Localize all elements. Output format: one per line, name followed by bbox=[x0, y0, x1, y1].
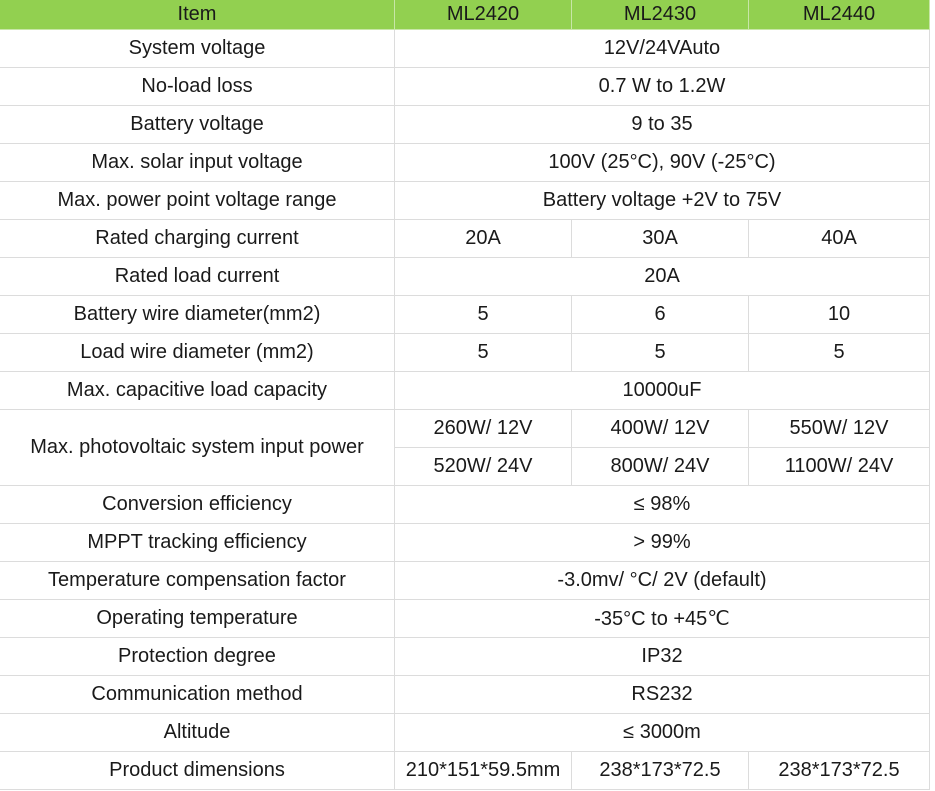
row-value: 5 bbox=[571, 333, 749, 372]
row-label: Protection degree bbox=[0, 637, 395, 676]
row-value: > 99% bbox=[394, 523, 930, 562]
row-value: 20A bbox=[394, 219, 572, 258]
row-value: ≤ 3000m bbox=[394, 713, 930, 752]
row-value: 5 bbox=[394, 333, 572, 372]
row-label: Max. solar input voltage bbox=[0, 143, 395, 182]
row-label: Battery voltage bbox=[0, 105, 395, 144]
row-value: IP32 bbox=[394, 637, 930, 676]
table-row: Operating temperature -35°C to +45℃ bbox=[0, 599, 930, 638]
row-label: Rated load current bbox=[0, 257, 395, 296]
row-value: 550W/ 12V bbox=[748, 409, 930, 448]
row-value: RS232 bbox=[394, 675, 930, 714]
table-row: Protection degree IP32 bbox=[0, 637, 930, 676]
table-row: Product dimensions 210*151*59.5mm 238*173*… bbox=[0, 751, 930, 790]
row-label: Conversion efficiency bbox=[0, 485, 395, 524]
table-row: Load wire diameter (mm2) 5 5 5 bbox=[0, 333, 930, 372]
row-value: 800W/ 24V bbox=[571, 447, 749, 486]
row-label: Altitude bbox=[0, 713, 395, 752]
row-value: 40A bbox=[748, 219, 930, 258]
header-model: ML2430 bbox=[571, 0, 749, 30]
table-row: Rated load current 20A bbox=[0, 257, 930, 296]
row-value: 12V/24VAuto bbox=[394, 29, 930, 68]
table-row: No-load loss 0.7 W to 1.2W bbox=[0, 67, 930, 106]
table-row: Battery voltage 9 to 35 bbox=[0, 105, 930, 144]
row-value: 20A bbox=[394, 257, 930, 296]
row-label: Max. capacitive load capacity bbox=[0, 371, 395, 410]
row-value: 1100W/ 24V bbox=[748, 447, 930, 486]
table-row: MPPT tracking efficiency > 99% bbox=[0, 523, 930, 562]
row-value: 260W/ 12V bbox=[394, 409, 572, 448]
header-model: ML2420 bbox=[394, 0, 572, 30]
row-label: Communication method bbox=[0, 675, 395, 714]
table-row: Communication method RS232 bbox=[0, 675, 930, 714]
header-model: ML2440 bbox=[748, 0, 930, 30]
row-label: Operating temperature bbox=[0, 599, 395, 638]
row-value: 0.7 W to 1.2W bbox=[394, 67, 930, 106]
table-row: Max. photovoltaic system input power 260W… bbox=[0, 409, 930, 486]
table-row: Temperature compensation factor -3.0mv/ °… bbox=[0, 561, 930, 600]
row-value: 6 bbox=[571, 295, 749, 334]
row-label: Battery wire diameter(mm2) bbox=[0, 295, 395, 334]
table-row: Rated charging current 20A 30A 40A bbox=[0, 219, 930, 258]
row-value: 238*173*72.5 bbox=[748, 751, 930, 790]
row-value: ≤ 98% bbox=[394, 485, 930, 524]
row-value: 9 to 35 bbox=[394, 105, 930, 144]
row-label: System voltage bbox=[0, 29, 395, 68]
row-value: 10 bbox=[748, 295, 930, 334]
row-label: MPPT tracking efficiency bbox=[0, 523, 395, 562]
row-value: -3.0mv/ °C/ 2V (default) bbox=[394, 561, 930, 600]
table-row: Max. capacitive load capacity 10000uF bbox=[0, 371, 930, 410]
row-value: -35°C to +45℃ bbox=[394, 599, 930, 638]
table-row: Max. power point voltage range Battery vo… bbox=[0, 181, 930, 220]
table-row: Battery wire diameter(mm2) 5 6 10 bbox=[0, 295, 930, 334]
row-value: 400W/ 12V bbox=[571, 409, 749, 448]
row-label: Product dimensions bbox=[0, 751, 395, 790]
table-row: Max. solar input voltage 100V (25°C), 90V… bbox=[0, 143, 930, 182]
row-label: Max. power point voltage range bbox=[0, 181, 395, 220]
header-item: Item bbox=[0, 0, 395, 30]
row-label: Temperature compensation factor bbox=[0, 561, 395, 600]
row-value: 100V (25°C), 90V (-25°C) bbox=[394, 143, 930, 182]
header-row: Item ML2420 ML2430 ML2440 bbox=[0, 0, 930, 30]
row-label: Max. photovoltaic system input power bbox=[0, 409, 395, 486]
row-value: 5 bbox=[394, 295, 572, 334]
row-value: 210*151*59.5mm bbox=[394, 751, 572, 790]
table-row: System voltage 12V/24VAuto bbox=[0, 29, 930, 68]
row-value: 30A bbox=[571, 219, 749, 258]
row-label: No-load loss bbox=[0, 67, 395, 106]
row-label: Load wire diameter (mm2) bbox=[0, 333, 395, 372]
table-row: 520W/ 24V 800W/ 24V 1100W/ 24V bbox=[0, 447, 930, 486]
row-value: 5 bbox=[748, 333, 930, 372]
row-value: 238*173*72.5 bbox=[571, 751, 749, 790]
table-row: Conversion efficiency ≤ 98% bbox=[0, 485, 930, 524]
table-row: Altitude ≤ 3000m bbox=[0, 713, 930, 752]
row-value: 520W/ 24V bbox=[394, 447, 572, 486]
row-value: 10000uF bbox=[394, 371, 930, 410]
row-value: Battery voltage +2V to 75V bbox=[394, 181, 930, 220]
row-label: Rated charging current bbox=[0, 219, 395, 258]
